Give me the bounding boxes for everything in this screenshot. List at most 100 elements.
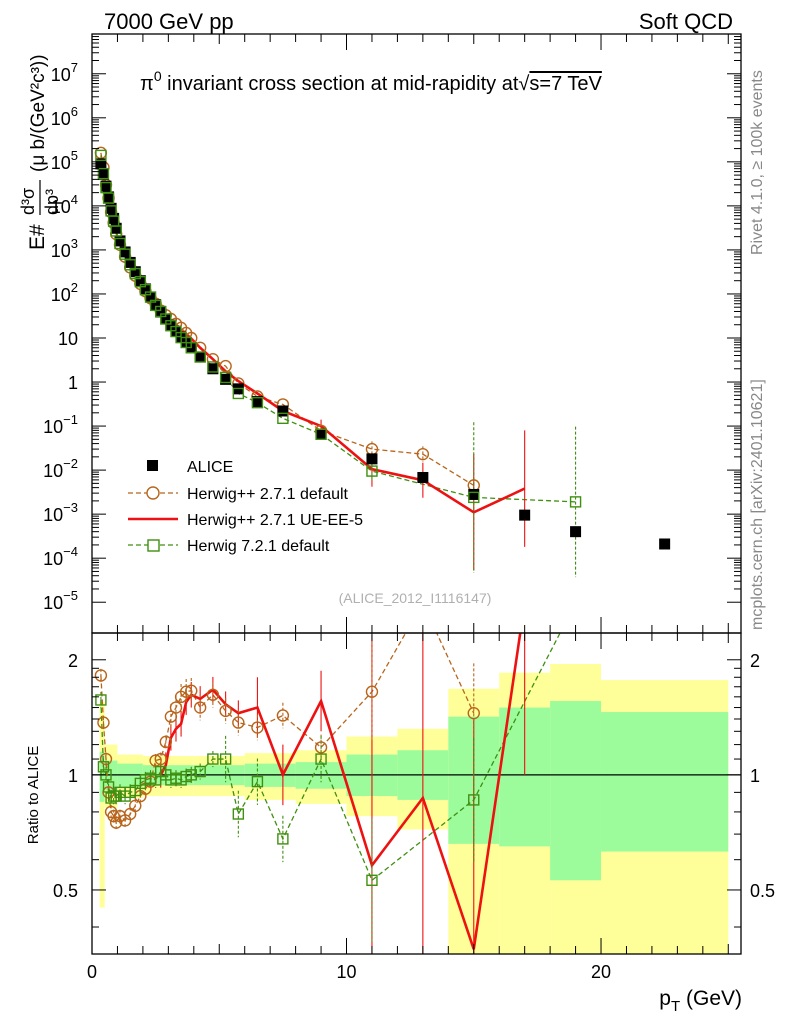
ylabel-units: (μ b/(GeV²c³))	[28, 54, 49, 172]
main-y-tick-base: 1	[68, 373, 78, 393]
band-yellow	[99, 702, 105, 908]
ratio-point-herwig271	[109, 816, 123, 829]
main-point-alice	[194, 351, 206, 363]
main-y-tick-exponent: 2	[71, 280, 78, 295]
ratio-point-herwig271	[154, 752, 167, 766]
main-y-tick-base: 10	[43, 593, 63, 613]
x-tick-label: 10	[336, 962, 356, 982]
ratio-point-herwig271	[129, 799, 142, 813]
main-y-tick-base: 10	[51, 197, 71, 217]
main-y-tick-base: 10	[43, 505, 63, 525]
legend: ALICE Herwig++ 2.7.1 default Herwig++ 2.…	[128, 459, 363, 555]
main-y-tick-base: 10	[51, 65, 71, 85]
main-point-alice	[97, 168, 109, 180]
ratio-point-herwig271	[467, 706, 480, 720]
ratio-y-tick-label-right: 2	[750, 651, 760, 671]
title-sqrt: √	[518, 73, 529, 95]
main-y-tick-exponent: 6	[71, 104, 78, 119]
main-point-alice	[119, 246, 131, 258]
mcplots-label: mcplots.cern.ch [arXiv:2401.10621]	[749, 379, 766, 630]
main-y-tick-label: 1	[68, 373, 78, 393]
xlabel-t: T	[671, 998, 680, 1015]
legend-label-herwig271: Herwig++ 2.7.1 default	[187, 486, 349, 503]
main-point-herwig721	[102, 192, 115, 204]
main-point-herwig721	[95, 149, 107, 162]
main-y-tick-exponent: 4	[71, 192, 78, 207]
ratio-point-herwig271	[179, 685, 193, 698]
legend-label-ueee5: Herwig++ 2.7.1 UE-EE-5	[187, 512, 363, 529]
band-green	[99, 751, 105, 802]
analysis-watermark: (ALICE_2012_I1116147)	[339, 590, 492, 606]
ratio-y-tick-label-right: 1	[750, 766, 760, 786]
main-point-alice	[134, 275, 146, 287]
ratio-point-herwig721	[219, 753, 232, 765]
title-zero: 0	[154, 68, 162, 84]
legend-label-alice: ALICE	[187, 459, 233, 476]
main-y-tick-exponent: 5	[71, 148, 78, 163]
main-y-tick-label: 107	[51, 60, 78, 85]
ratio-point-herwig271	[99, 752, 113, 766]
main-point-herwig721	[277, 412, 289, 425]
main-y-tick-label: 10−2	[43, 456, 78, 481]
main-point-herwig721	[219, 371, 232, 384]
main-series-layer	[94, 146, 671, 578]
main-y-tick-base: 10	[51, 109, 71, 129]
main-y-tick-label: 10−4	[43, 544, 78, 569]
ratio-point-herwig271	[107, 809, 120, 823]
main-line-herwig271	[100, 152, 475, 486]
ratio-point-herwig721	[366, 874, 378, 886]
ratio-point-herwig721	[315, 753, 327, 765]
main-point-alice	[114, 235, 126, 247]
ratio-series-layer	[94, 633, 561, 954]
main-y-tick-label: 104	[51, 192, 78, 217]
main-y-tick-base: 10	[51, 153, 71, 173]
main-point-alice	[150, 299, 162, 311]
ratio-point-herwig271	[164, 710, 178, 723]
ratio-frame	[91, 632, 742, 955]
rivet-label: Rivet 4.1.0, ≥ 100k events	[749, 70, 766, 255]
main-point-alice	[139, 283, 151, 295]
main-point-alice	[366, 453, 378, 465]
main-point-alice	[124, 256, 136, 268]
main-point-alice	[145, 291, 157, 303]
ratio-point-herwig271	[276, 709, 290, 722]
x-tick-label: 0	[87, 962, 97, 982]
main-y-tick-base: 10	[51, 285, 71, 305]
legend-marker-alice	[147, 460, 158, 471]
ratio-point-herwig721	[207, 753, 219, 765]
title-s: s=7 TeV	[529, 73, 602, 95]
ylabel-e: E#	[26, 224, 49, 250]
main-y-tick-exponent: −2	[63, 456, 78, 471]
legend-marker-herwig271	[146, 486, 160, 500]
main-point-herwig721	[107, 215, 120, 227]
x-axis-label: pT (GeV)	[659, 987, 742, 1015]
main-point-herwig721	[185, 342, 197, 354]
main-point-herwig721	[366, 465, 378, 477]
ratio-y-label: Ratio to ALICE	[25, 746, 42, 844]
ratio-point-herwig721	[185, 769, 197, 781]
ratio-point-herwig721	[194, 765, 206, 778]
main-y-tick-exponent: −5	[63, 588, 78, 603]
main-y-tick-label: 10	[58, 329, 78, 349]
main-point-herwig721	[232, 387, 245, 400]
main-point-alice	[207, 363, 219, 375]
main-point-herwig721	[105, 205, 117, 217]
title-pi: π	[140, 73, 154, 95]
header-right: Soft QCD	[639, 9, 733, 34]
x-tick-label: 20	[591, 962, 611, 982]
main-y-label: E# d³σ dp³ (μ b/(GeV²c³))	[18, 54, 62, 250]
ratio-y-tick-label-left: 2	[68, 651, 78, 671]
main-y-tick-label: 105	[51, 148, 78, 173]
ratio-point-herwig271	[94, 669, 108, 682]
ratio-y-tick-label-right: 0.5	[750, 881, 775, 901]
main-point-alice	[165, 319, 177, 331]
main-point-herwig721	[100, 181, 112, 194]
main-point-herwig721	[110, 225, 122, 237]
header-left: 7000 GeV pp	[104, 9, 234, 34]
band-green	[550, 701, 602, 881]
xlabel-p: p	[659, 987, 671, 1010]
main-y-tick-base: 10	[43, 549, 63, 569]
main-point-alice	[220, 373, 232, 385]
ratio-point-herwig271	[169, 701, 183, 714]
ratio-point-herwig271	[206, 688, 220, 701]
